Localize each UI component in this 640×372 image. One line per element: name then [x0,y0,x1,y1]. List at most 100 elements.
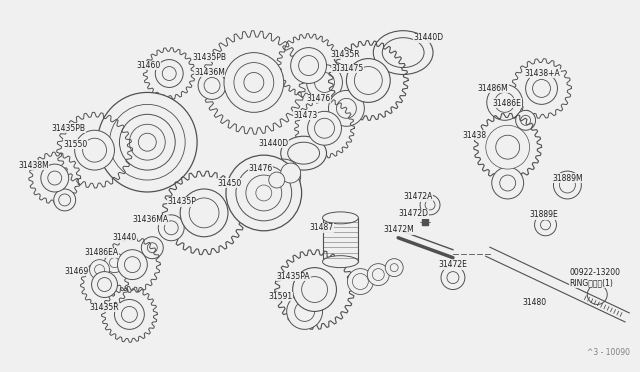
Text: 31469: 31469 [65,267,89,276]
Circle shape [54,189,76,211]
Text: 31435R: 31435R [330,50,360,59]
Circle shape [163,67,176,80]
Circle shape [147,243,157,253]
Text: 31472E: 31472E [438,260,467,269]
Text: 31450: 31450 [217,179,241,187]
Circle shape [109,258,120,267]
Circle shape [122,307,138,323]
Circle shape [269,172,285,188]
Text: 00922-13200
RINGリング(1): 00922-13200 RINGリング(1) [570,268,620,287]
Circle shape [372,269,384,280]
Circle shape [385,259,403,277]
FancyBboxPatch shape [323,218,358,262]
Text: 31438M: 31438M [18,161,49,170]
Text: 31438+A: 31438+A [525,69,561,78]
Circle shape [355,67,382,94]
Ellipse shape [373,31,433,74]
Text: 31889M: 31889M [552,173,583,183]
Text: 31889E: 31889E [529,211,558,219]
Circle shape [83,138,106,162]
Polygon shape [29,152,81,204]
Circle shape [287,294,323,329]
Text: 31475: 31475 [339,64,364,73]
Text: 31473: 31473 [294,111,318,120]
Polygon shape [275,250,355,329]
Ellipse shape [281,136,326,170]
Polygon shape [81,261,129,308]
Text: 31438: 31438 [463,131,487,140]
Text: 31435PA: 31435PA [276,272,310,281]
Circle shape [425,200,435,210]
Circle shape [292,267,337,311]
Circle shape [41,164,68,192]
Text: 31476: 31476 [307,94,331,103]
Ellipse shape [323,256,358,267]
Text: 31436MA: 31436MA [132,215,168,224]
Circle shape [75,130,115,170]
Ellipse shape [288,142,319,164]
Polygon shape [474,113,541,181]
Circle shape [246,175,282,211]
Circle shape [97,92,197,192]
Circle shape [189,198,219,228]
Text: 31435P: 31435P [167,198,196,206]
Circle shape [492,167,524,199]
Circle shape [328,90,364,126]
Polygon shape [486,247,629,322]
Circle shape [495,92,515,112]
Circle shape [281,163,301,183]
Circle shape [120,114,175,170]
Circle shape [337,99,356,118]
Circle shape [180,189,228,237]
Circle shape [299,55,319,76]
Circle shape [307,65,342,100]
Polygon shape [202,31,306,134]
Polygon shape [57,112,132,188]
Text: 31487: 31487 [310,223,333,232]
Text: 31440D: 31440D [413,33,444,42]
Circle shape [244,73,264,92]
Circle shape [109,105,185,180]
Circle shape [104,253,124,273]
Circle shape [315,73,335,92]
Text: 31472M: 31472M [383,225,414,234]
Circle shape [554,171,581,199]
Circle shape [532,80,550,97]
Circle shape [164,221,178,235]
Circle shape [525,73,557,105]
Circle shape [158,215,184,241]
Circle shape [500,175,516,191]
Polygon shape [163,171,246,254]
Polygon shape [102,286,157,342]
Circle shape [390,264,398,272]
Text: 31486EA: 31486EA [84,248,119,257]
Polygon shape [328,41,408,120]
Circle shape [420,195,440,215]
Circle shape [520,115,531,125]
Text: 31476: 31476 [249,164,273,173]
Circle shape [267,159,301,193]
Circle shape [301,277,328,302]
Circle shape [294,301,315,321]
Text: ^3 - 10090: ^3 - 10090 [588,348,630,357]
Circle shape [95,264,104,275]
Text: 31435R: 31435R [90,303,119,312]
Text: 31472A: 31472A [403,192,433,202]
Circle shape [353,273,369,289]
Circle shape [138,133,156,151]
Circle shape [115,299,145,329]
Circle shape [588,285,607,304]
Circle shape [198,71,226,99]
Circle shape [275,167,292,185]
Circle shape [97,278,111,292]
Circle shape [92,272,118,298]
Circle shape [447,272,459,283]
Circle shape [224,52,284,112]
Text: 31420: 31420 [332,64,356,73]
Text: 31435PB: 31435PB [192,53,226,62]
Circle shape [141,237,163,259]
Circle shape [348,269,373,295]
Polygon shape [143,48,195,99]
Circle shape [441,266,465,289]
Text: 31486E: 31486E [493,99,522,108]
